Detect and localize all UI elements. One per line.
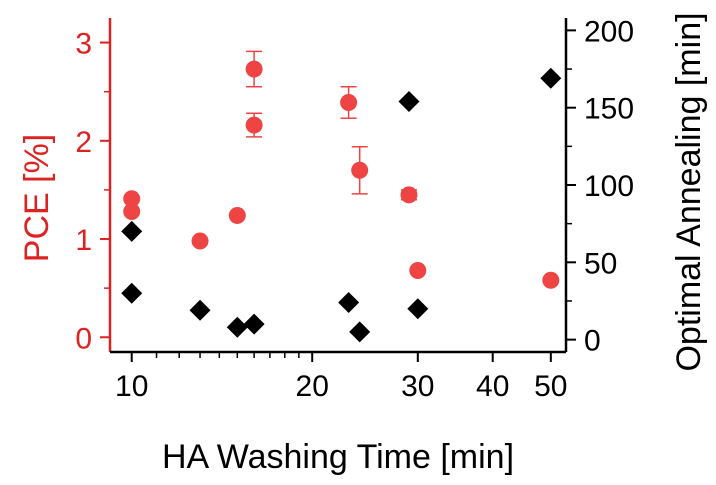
y-tick-label: 1 <box>75 224 92 257</box>
pce-point <box>542 271 560 289</box>
x-tick-label: 50 <box>534 370 567 403</box>
x-axis-title: HA Washing Time [min] <box>162 438 514 476</box>
y-axis-title: PCE [%] <box>18 134 56 262</box>
y-tick-label: 0 <box>75 322 92 355</box>
pce-point <box>245 116 263 134</box>
annealing-point <box>243 313 265 335</box>
y2-tick-label: 200 <box>584 15 634 48</box>
x-tick-label: 40 <box>476 370 509 403</box>
pce-point <box>191 232 209 250</box>
y2-tick-label: 0 <box>584 325 601 358</box>
y2-tick-label: 150 <box>584 93 634 126</box>
annealing-point <box>121 220 143 242</box>
y-tick-label: 2 <box>75 126 92 159</box>
pce-point <box>245 60 263 78</box>
annealing-point <box>540 67 562 89</box>
y2-axis-title: Optimal Annealing [min] <box>670 12 708 371</box>
y-tick-label: 3 <box>75 28 92 61</box>
annealing-point <box>189 299 211 321</box>
x-tick-label: 20 <box>296 370 329 403</box>
pce-point <box>351 161 369 179</box>
pce-point <box>400 186 418 204</box>
y2-tick-label: 50 <box>584 247 617 280</box>
pce-point <box>123 190 141 208</box>
annealing-point <box>226 316 248 338</box>
labels: HA Washing Time [min] PCE [%] Optimal An… <box>18 12 708 476</box>
y2-tick-label: 100 <box>584 170 634 203</box>
pce-point <box>123 203 141 221</box>
axes <box>108 18 568 354</box>
marks <box>121 50 562 343</box>
pce-point <box>409 261 427 279</box>
x-tick-label: 10 <box>115 370 148 403</box>
annealing-point <box>398 91 420 112</box>
x-tick-label: 30 <box>401 370 434 403</box>
annealing-point <box>407 298 429 320</box>
annealing-point <box>121 282 143 304</box>
annealing-point <box>338 292 360 314</box>
pce-point <box>340 93 358 111</box>
annealing-point <box>349 321 371 343</box>
pce-point <box>228 206 246 224</box>
